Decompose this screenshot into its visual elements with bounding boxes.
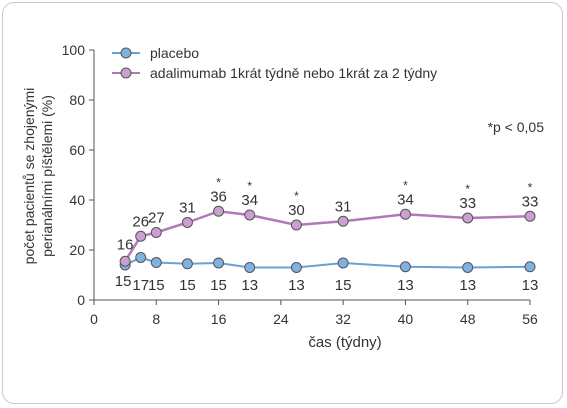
- adalimumab-point: [150, 227, 162, 238]
- placebo-point: [524, 261, 536, 273]
- placebo-point: [135, 252, 147, 263]
- placebo-data-label: 13: [288, 277, 305, 294]
- placebo-point: [244, 262, 256, 273]
- markers: [119, 205, 536, 273]
- x-tick-label: 32: [335, 311, 351, 327]
- adalimumab-point: [399, 208, 411, 220]
- adalimumab-data-label: 33: [459, 195, 476, 212]
- placebo-data-label: 15: [115, 273, 132, 290]
- y-tick-label: 60: [69, 142, 85, 158]
- adalimumab-point: [290, 219, 302, 231]
- x-tick-label: 16: [211, 311, 227, 327]
- adalimumab-data-label: 31: [335, 198, 352, 215]
- y-tick-label: 20: [69, 242, 85, 258]
- adalimumab-data-label: 30: [288, 202, 305, 219]
- x-tick-label: 40: [398, 311, 414, 327]
- adalimumab-point: [462, 212, 474, 224]
- adalimumab-point: [213, 205, 225, 217]
- adalimumab-point: [244, 209, 256, 221]
- placebo-point: [150, 257, 162, 268]
- placebo-data-label: 13: [241, 277, 258, 294]
- adalimumab-data-label: 27: [148, 210, 165, 227]
- placebo-data-label: 15: [148, 277, 165, 294]
- x-tick-label: 24: [273, 311, 289, 327]
- adalimumab-data-label: 36: [210, 188, 227, 205]
- placebo-point: [337, 257, 349, 269]
- placebo-data-label: 15: [179, 277, 196, 294]
- significance-star: *: [465, 182, 470, 196]
- y-tick-label: 100: [62, 42, 86, 58]
- placebo-data-label: 17: [132, 277, 149, 294]
- x-tick-label: 56: [522, 311, 538, 327]
- x-tick-label: 48: [460, 311, 476, 327]
- placebo-legend-label: placebo: [150, 45, 199, 61]
- axes: 0 20 40 60 80 100 0 8 16 24 32 40 48 56: [62, 42, 538, 327]
- placebo-legend-marker: [120, 47, 132, 59]
- y-tick-label: 80: [69, 92, 85, 108]
- adalimumab-data-label: 26: [132, 213, 149, 230]
- significance-star: *: [216, 175, 221, 189]
- x-tick-label: 8: [152, 311, 160, 327]
- y-tick-label: 0: [77, 292, 85, 308]
- y-axis-label-line-1: počet pacientů se zhojenými: [21, 88, 37, 265]
- chart-frame: [2, 2, 563, 404]
- adalimumab-data-label: 34: [241, 192, 258, 209]
- adalimumab-point: [524, 210, 536, 222]
- adalimumab-point: [119, 255, 131, 267]
- adalimumab-point: [181, 217, 193, 228]
- placebo-point: [213, 257, 225, 269]
- placebo-data-label: 13: [397, 277, 414, 294]
- x-axis-label: čas (týdny): [308, 334, 381, 351]
- significance-star: *: [294, 189, 299, 203]
- y-axis-label-line-2: perianálními píštělemi (%): [39, 95, 55, 257]
- adalimumab-data-label: 33: [522, 193, 539, 210]
- significance-note: *p < 0,05: [488, 119, 545, 135]
- adalimumab-data-label: 16: [117, 236, 134, 253]
- significance-star: *: [528, 180, 533, 194]
- placebo-data-label: 13: [459, 277, 476, 294]
- adalimumab-data-label: 34: [397, 191, 414, 208]
- placebo-data-label: 13: [522, 277, 539, 294]
- placebo-point: [399, 261, 411, 273]
- placebo-data-label: 15: [335, 277, 352, 294]
- adalimumab-legend-marker: [120, 67, 132, 79]
- adalimumab-data-label: 31: [179, 200, 196, 217]
- significance-star: *: [247, 179, 252, 193]
- y-tick-label: 40: [69, 192, 85, 208]
- adalimumab-legend-label: adalimumab 1krát týdně nebo 1krát za 2 t…: [150, 65, 437, 81]
- adalimumab-point: [337, 215, 349, 227]
- placebo-data-label: 15: [210, 277, 227, 294]
- x-tick-label: 0: [90, 311, 98, 327]
- placebo-point: [290, 262, 302, 273]
- adalimumab-point: [135, 230, 147, 242]
- significance-star: *: [403, 178, 408, 192]
- legend: placebo adalimumab 1krát týdně nebo 1krát…: [112, 45, 437, 81]
- placebo-point: [462, 262, 474, 273]
- placebo-point: [181, 258, 193, 270]
